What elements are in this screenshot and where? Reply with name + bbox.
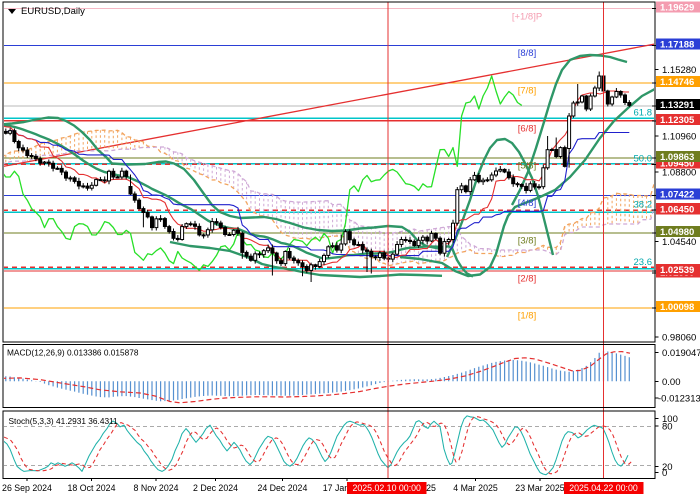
svg-text:1.02539: 1.02539 <box>660 265 694 276</box>
svg-text:EURUSD,Daily: EURUSD,Daily <box>21 6 85 17</box>
svg-text:18 Oct 2024: 18 Oct 2024 <box>68 483 116 493</box>
svg-text:MACD(12,26,9) 0.013386 0.01587: MACD(12,26,9) 0.013386 0.015878 <box>7 348 139 358</box>
svg-text:20: 20 <box>662 462 673 473</box>
svg-text:1.06450: 1.06450 <box>660 204 694 215</box>
svg-text:1.15280: 1.15280 <box>662 65 696 76</box>
svg-text:2 Dec 2024: 2 Dec 2024 <box>193 483 238 493</box>
svg-text:0.019047: 0.019047 <box>662 348 700 359</box>
svg-text:[3/8]: [3/8] <box>518 236 537 247</box>
svg-text:24 Dec 2024: 24 Dec 2024 <box>257 483 307 493</box>
svg-text:1.10960: 1.10960 <box>662 132 696 143</box>
svg-text:[1/8]: [1/8] <box>518 311 537 322</box>
svg-text:1.04540: 1.04540 <box>662 237 696 248</box>
svg-text:-0.012313: -0.012313 <box>658 394 700 405</box>
svg-text:[+1/8]P: [+1/8]P <box>512 12 542 23</box>
svg-text:1.13291: 1.13291 <box>660 100 695 111</box>
svg-text:[8/8]: [8/8] <box>518 48 537 59</box>
svg-text:1.09450: 1.09450 <box>660 159 694 170</box>
svg-text:[6/8]: [6/8] <box>518 124 537 135</box>
svg-text:1.07422: 1.07422 <box>660 190 694 201</box>
svg-text:25: 25 <box>426 483 436 493</box>
svg-text:80: 80 <box>662 421 673 432</box>
svg-text:Stoch(5,3,3) 41.2931 36.4311: Stoch(5,3,3) 41.2931 36.4311 <box>9 416 119 426</box>
svg-text:0.00: 0.00 <box>662 377 681 388</box>
svg-text:1.04980: 1.04980 <box>660 227 694 238</box>
svg-text:[7/8]: [7/8] <box>518 86 537 97</box>
svg-text:26 Sep 2024: 26 Sep 2024 <box>2 483 52 493</box>
svg-text:38.2: 38.2 <box>634 200 653 211</box>
svg-text:1.12305: 1.12305 <box>660 115 695 126</box>
svg-text:1.08800: 1.08800 <box>662 168 696 179</box>
svg-text:1.14746: 1.14746 <box>660 77 694 88</box>
svg-text:0.98060: 0.98060 <box>662 333 696 344</box>
svg-text:0: 0 <box>662 468 667 479</box>
svg-text:23 Mar 2025: 23 Mar 2025 <box>515 483 564 493</box>
svg-text:4 Mar 2025: 4 Mar 2025 <box>453 483 498 493</box>
svg-text:8 Nov 2024: 8 Nov 2024 <box>134 483 179 493</box>
svg-text:2025.04.22 00:00: 2025.04.22 00:00 <box>569 483 638 493</box>
svg-text:100: 100 <box>662 414 678 425</box>
svg-text:1.09863: 1.09863 <box>660 152 694 163</box>
svg-text:1.19629: 1.19629 <box>660 3 694 14</box>
svg-text:[5/8]: [5/8] <box>518 161 537 172</box>
svg-text:[2/8]: [2/8] <box>518 274 537 285</box>
svg-text:61.8: 61.8 <box>634 108 653 119</box>
svg-text:1.00098: 1.00098 <box>660 302 694 313</box>
svg-text:50.0: 50.0 <box>634 154 653 165</box>
svg-text:[4/8]: [4/8] <box>518 198 537 209</box>
svg-text:23.6: 23.6 <box>634 257 653 268</box>
svg-text:2025.02.10 00:00: 2025.02.10 00:00 <box>352 483 421 493</box>
svg-text:1.17188: 1.17188 <box>660 40 694 51</box>
